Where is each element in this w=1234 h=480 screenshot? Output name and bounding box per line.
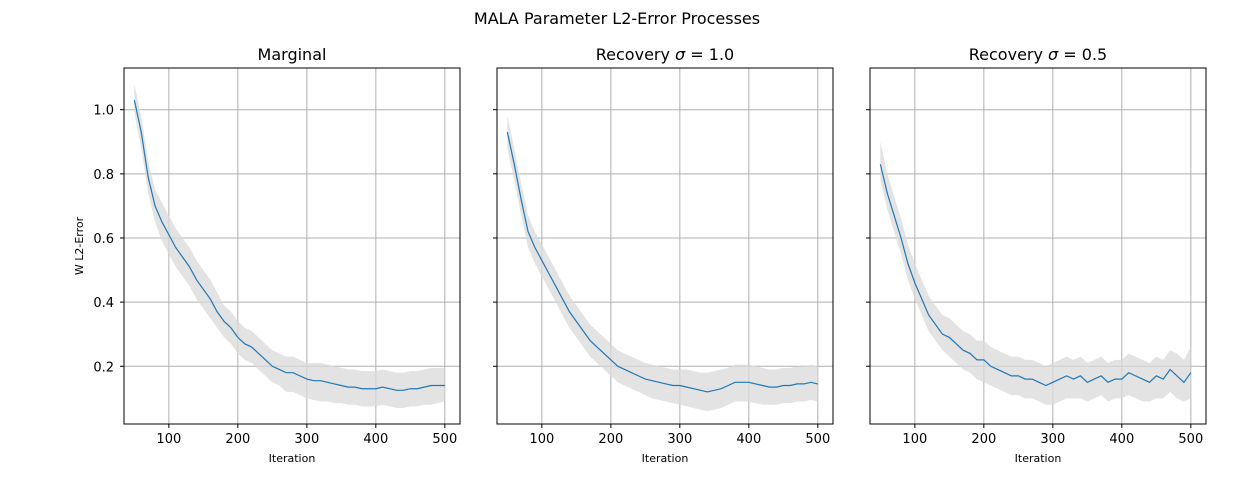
- panel-title: Recovery σ = 0.5: [969, 45, 1107, 64]
- confidence-band: [880, 141, 1191, 405]
- x-tick-label: 500: [805, 432, 830, 447]
- y-tick-label: 0.8: [93, 168, 114, 183]
- plot-frame: [496, 67, 834, 425]
- x-tick-label: 100: [529, 432, 554, 447]
- x-tick-label: 300: [294, 432, 319, 447]
- figure-title: MALA Parameter L2-Error Processes: [474, 9, 760, 28]
- x-tick-label: 200: [598, 432, 623, 447]
- y-tick-label: 1.0: [93, 104, 114, 119]
- confidence-band: [134, 84, 445, 408]
- x-axis-label: Iteration: [269, 452, 316, 465]
- x-tick-label: 100: [902, 432, 927, 447]
- confidence-band: [507, 116, 818, 412]
- x-tick-label: 200: [225, 432, 250, 447]
- chart-panel: 100 200 300 400 500 0.2 0.4 0.6 0.8 1.0 Iteration M…: [93, 45, 461, 465]
- plot-frame: [123, 67, 461, 425]
- y-tick-label: 0.2: [93, 360, 114, 375]
- x-axis-label: Iteration: [1015, 452, 1062, 465]
- x-tick-label: 400: [736, 432, 761, 447]
- panel-title: Marginal: [258, 45, 327, 64]
- y-tick-label: 0.6: [93, 232, 114, 247]
- mean-error-line: [879, 164, 1192, 387]
- x-tick-label: 500: [1178, 432, 1203, 447]
- x-tick-label: 400: [1109, 432, 1134, 447]
- y-tick-label: 0.4: [93, 296, 114, 311]
- panel-title: Recovery σ = 1.0: [596, 45, 734, 64]
- x-axis-label: Iteration: [642, 452, 689, 465]
- x-tick-label: 300: [667, 432, 692, 447]
- y-axis-label: W L2-Error: [73, 216, 86, 275]
- x-tick-label: 500: [432, 432, 457, 447]
- plot-frame: [869, 67, 1207, 425]
- x-tick-label: 300: [1040, 432, 1065, 447]
- chart-panel: 100 200 300 400 500 Iteration Recovery σ = 1.0: [493, 45, 834, 465]
- x-tick-label: 200: [971, 432, 996, 447]
- x-tick-label: 400: [363, 432, 388, 447]
- panels: 100 200 300 400 500 0.2 0.4 0.6 0.8 1.0 Iteration M…: [93, 45, 1207, 465]
- mean-error-line: [506, 132, 818, 393]
- x-tick-label: 100: [156, 432, 181, 447]
- mean-error-line: [133, 99, 445, 391]
- chart-panel: 100 200 300 400 500 Iteration Recovery σ = 0.5: [866, 45, 1207, 465]
